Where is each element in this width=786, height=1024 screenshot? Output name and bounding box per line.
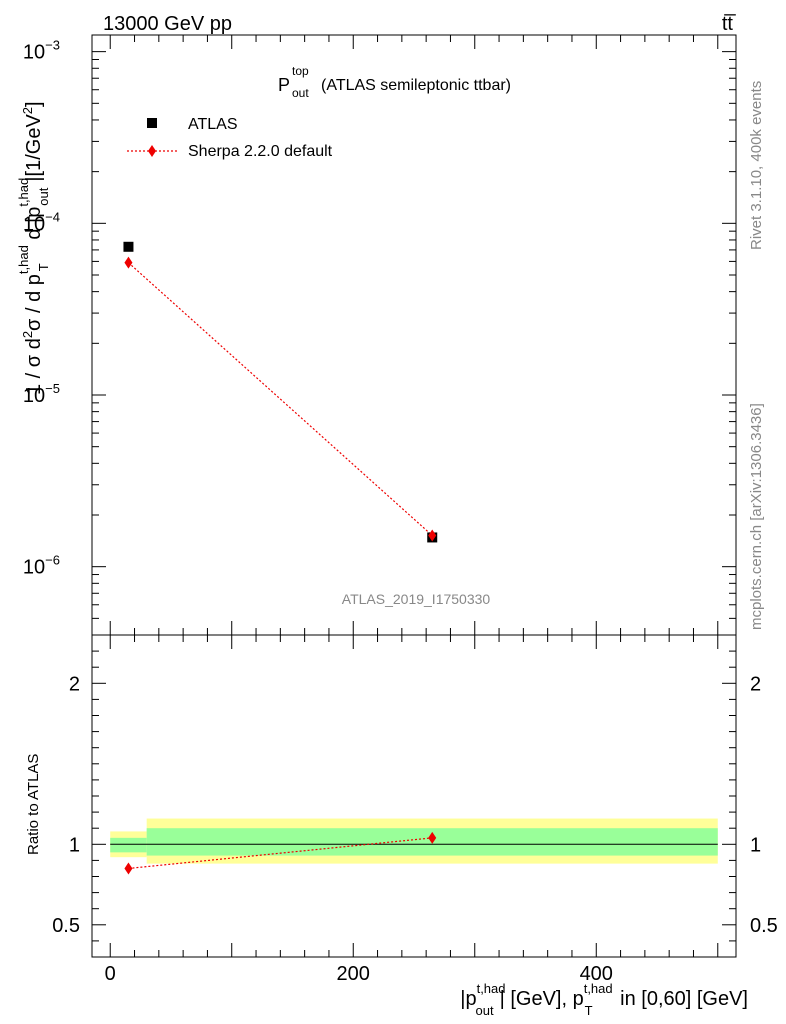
mcplots-label: mcplots.cern.ch [arXiv:1306.3436] [748, 403, 765, 630]
x-axis-label: |pt,had out| [GeV], pt,had T in [0,60] [Ge… [460, 981, 748, 1018]
ratio-data-layer [124, 831, 437, 875]
main-y-axis-label: 1 / σ d2σ / d pt,had T d |pt,had out|[1/Ge… [16, 101, 51, 395]
ratio-y-tick-label-right: 1 [750, 834, 761, 856]
sherpa-line [128, 262, 433, 536]
main-y-tick-label: 10−3 [23, 38, 60, 64]
atlas-data-point [123, 241, 134, 252]
sherpa-data-point [124, 256, 133, 269]
main-axis-ticks: 10−6 10−5 10−4 10−3 [23, 35, 736, 636]
energy-label: 13000 GeV pp [103, 13, 232, 35]
main-data-layer [123, 241, 438, 543]
plot-title: P top out (ATLAS semileptonic ttbar) [278, 64, 511, 100]
svg-text:top: top [292, 64, 309, 78]
ratio-y-tick-label-right: 2 [750, 673, 761, 695]
title-subscript: out [292, 86, 309, 100]
ratio-frame [91, 634, 737, 958]
ratio-axis-ticks: 0.5 0.5 1 1 2 2 0 200 400 [52, 635, 778, 985]
svg-text:out: out [292, 86, 309, 100]
title-main: P [278, 75, 290, 95]
ratio-y-tick-label-right: 0.5 [750, 915, 778, 937]
ratio-y-tick-label-left: 2 [69, 673, 80, 695]
main-y-tick-label: 10−5 [23, 381, 60, 407]
legend: ATLAS Sherpa 2.2.0 default [127, 116, 333, 160]
process-label: tt̅ [722, 13, 736, 35]
ratio-panel: 0.5 0.5 1 1 2 2 0 200 400 Ratio to ATLAS |pt,had… [25, 634, 778, 1018]
legend-label-atlas: ATLAS [188, 116, 238, 133]
legend-marker-sherpa [148, 145, 156, 157]
svg-text:(ATLAS semileptonic ttbar): (ATLAS semileptonic ttbar) [321, 77, 511, 94]
main-y-tick-label: 10−6 [23, 553, 60, 579]
ratio-y-tick-label-left: 0.5 [52, 915, 80, 937]
x-tick-label: 200 [337, 963, 370, 985]
ratio-uncertainty-bands [110, 818, 718, 864]
ratio-sherpa-line [128, 837, 433, 870]
legend-label-sherpa: Sherpa 2.2.0 default [188, 143, 333, 160]
x-tick-label: 0 [105, 963, 116, 985]
svg-text:P: P [278, 75, 290, 95]
stat-uncertainty-band [110, 837, 147, 853]
title-superscript: top [292, 64, 309, 78]
ratio-sherpa-point [428, 831, 437, 844]
legend-marker-atlas [147, 118, 157, 128]
rivet-version-label: Rivet 3.1.10, 400k events [748, 81, 765, 250]
ratio-y-tick-label-left: 1 [69, 834, 80, 856]
ratio-y-axis-label: Ratio to ATLAS [25, 754, 42, 855]
ratio-sherpa-point [124, 862, 133, 875]
main-panel: 10−6 10−5 10−4 10−3 P top out (ATLAS semile… [16, 34, 737, 636]
main-y-tick-label: 10−4 [23, 209, 60, 235]
analysis-watermark: ATLAS_2019_I1750330 [342, 591, 491, 607]
sherpa-data-point [428, 529, 437, 542]
x-tick-label: 400 [580, 963, 613, 985]
title-rest: (ATLAS semileptonic ttbar) [321, 77, 511, 94]
